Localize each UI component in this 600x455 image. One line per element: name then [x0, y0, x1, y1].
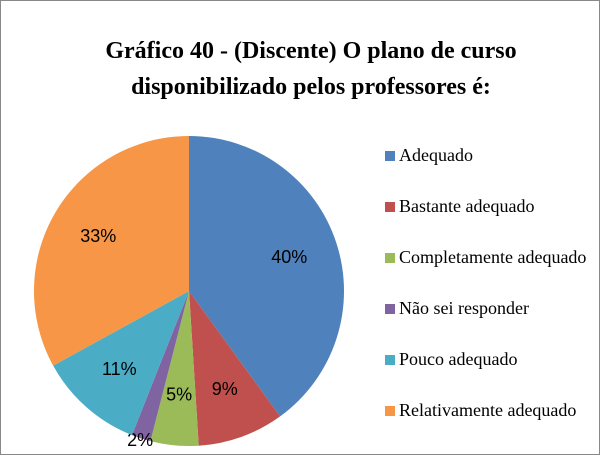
legend: Adequado Bastante adequado Completamente a… [385, 146, 595, 452]
legend-item: Bastante adequado [385, 197, 595, 248]
pie-slice [131, 291, 189, 442]
legend-item: Relativamente adequado [385, 401, 595, 452]
legend-swatch [385, 406, 395, 416]
data-label: 9% [212, 379, 238, 399]
pie-slice [189, 136, 344, 417]
legend-swatch [385, 304, 395, 314]
pie-slice [33, 136, 189, 366]
data-label: 11% [102, 359, 137, 379]
legend-label: Adequado [399, 145, 473, 165]
pie-slice [53, 291, 189, 436]
legend-swatch [385, 151, 395, 161]
data-label: 33% [80, 226, 116, 246]
legend-swatch [385, 355, 395, 365]
legend-item: Não sei responder [385, 299, 595, 350]
legend-label: Bastante adequado [399, 196, 535, 216]
legend-item: Completamente adequado [385, 248, 595, 299]
pie-slice [150, 291, 199, 447]
legend-label: Pouco adequado [399, 349, 518, 369]
chart-title: Gráfico 40 - (Discente) O plano de curso… [105, 38, 517, 100]
legend-swatch [385, 202, 395, 212]
legend-item: Adequado [385, 146, 595, 197]
legend-label: Relativamente adequado [399, 400, 577, 420]
data-label: 40% [271, 247, 307, 267]
data-label: 2% [127, 430, 153, 450]
data-label: 5% [166, 385, 192, 405]
pie-slice [189, 291, 281, 446]
legend-label: Completamente adequado [399, 247, 587, 267]
legend-swatch [385, 253, 395, 263]
legend-item: Pouco adequado [385, 350, 595, 401]
legend-label: Não sei responder [399, 298, 529, 318]
